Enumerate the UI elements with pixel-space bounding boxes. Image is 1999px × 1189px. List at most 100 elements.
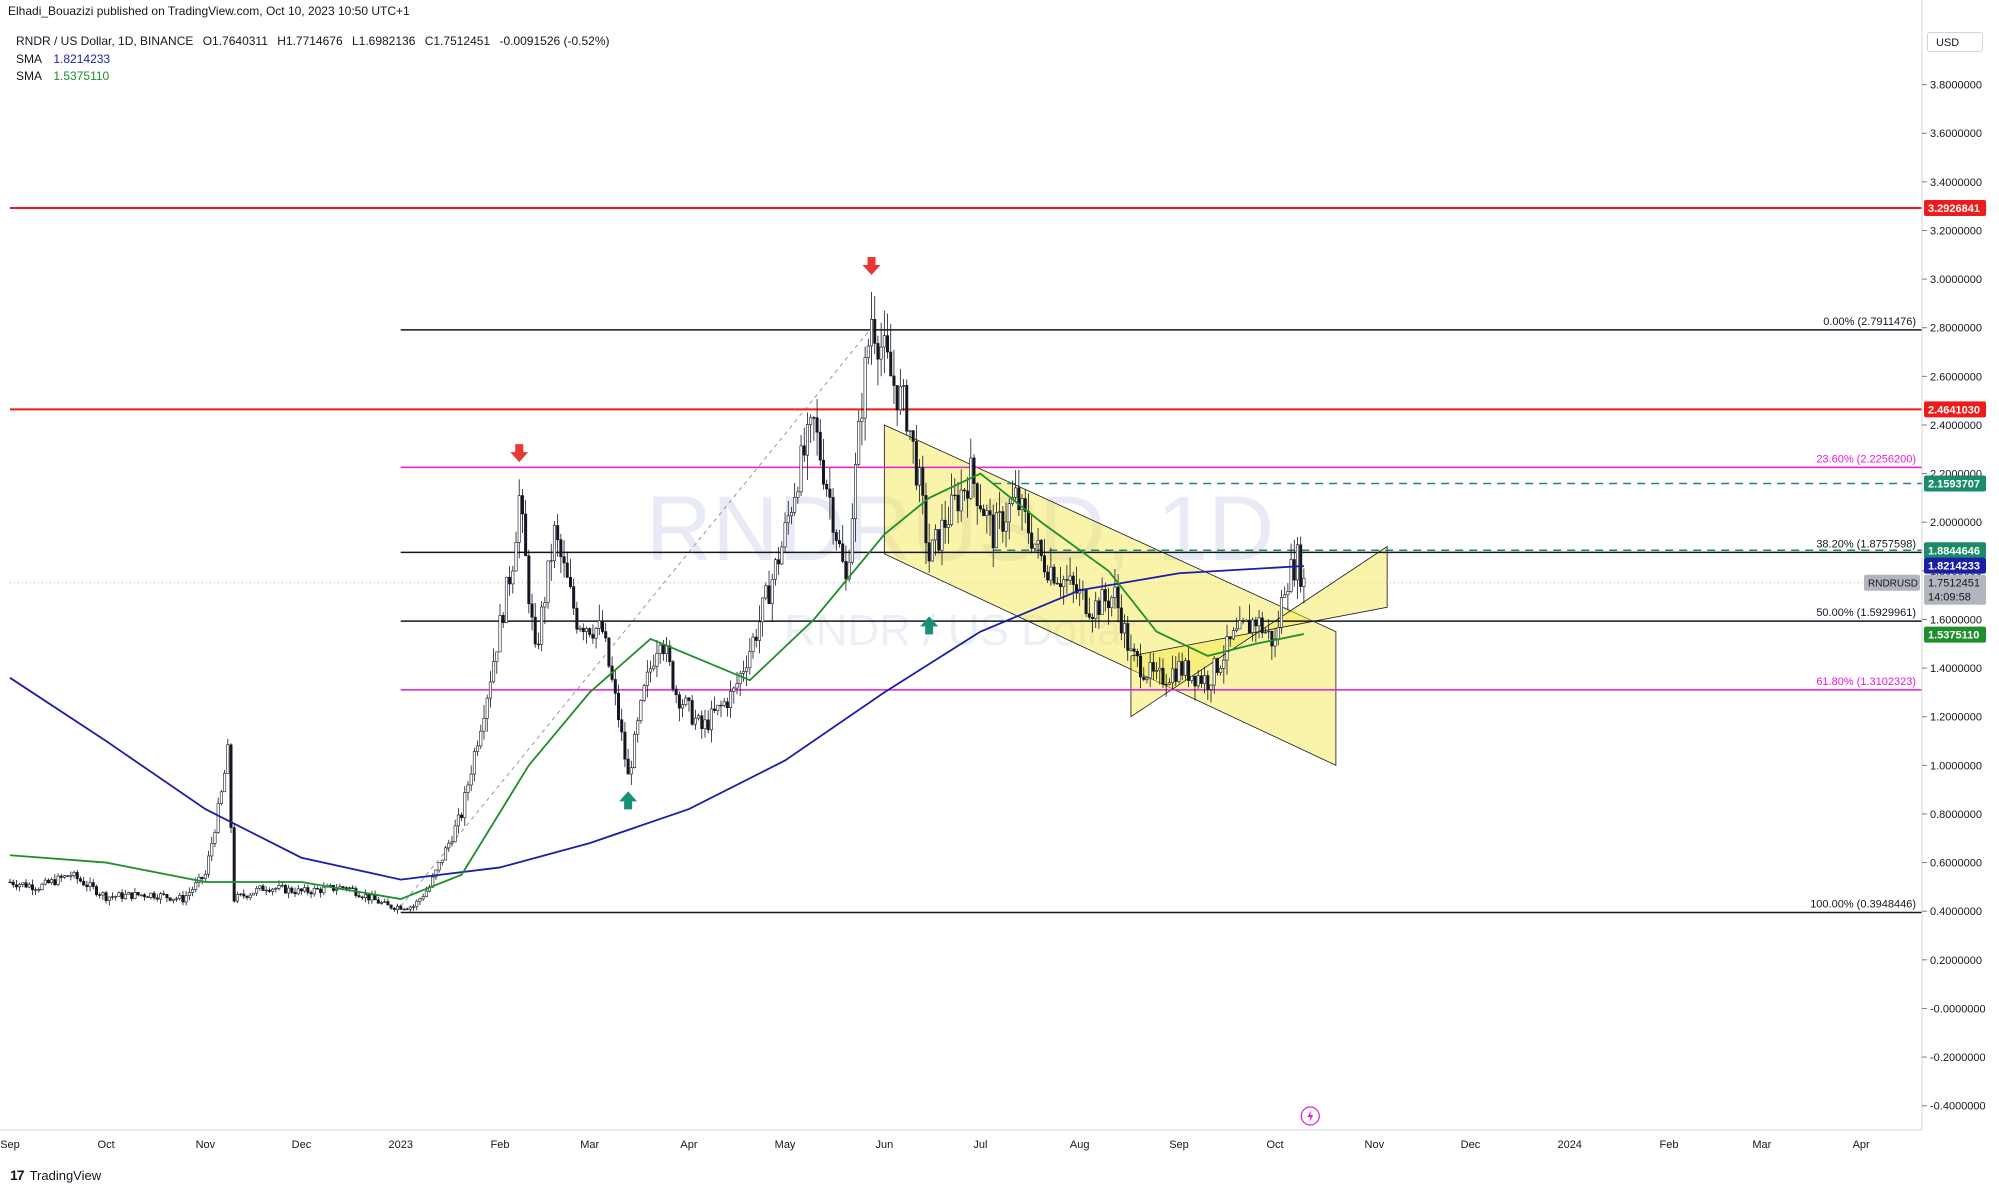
candle-body — [1174, 668, 1178, 682]
candle-body — [14, 884, 18, 888]
candle-body — [668, 645, 672, 662]
candle-body — [770, 579, 774, 605]
candle-body — [1026, 511, 1030, 534]
candle-body — [143, 894, 147, 898]
candle-body — [1190, 675, 1194, 681]
candle-body — [306, 887, 310, 893]
candle-body — [216, 803, 220, 833]
price-channel-2 — [1130, 545, 1388, 718]
candle-body — [962, 489, 966, 492]
candle-body — [1058, 583, 1062, 587]
ohlc-legend: RNDR / US Dollar, 1D, BINANCE O1.7640311… — [16, 34, 616, 48]
sma-legend-fast[interactable]: SMA 1.5375110 — [16, 69, 109, 83]
resistance-price-tag: 2.4641030 — [1928, 404, 1980, 416]
candle-body — [271, 888, 275, 892]
candle-body — [773, 559, 777, 580]
candle-body — [1100, 589, 1104, 615]
candle-body — [421, 896, 425, 900]
sma-legend-slow[interactable]: SMA 1.8214233 — [16, 52, 110, 66]
candle-body — [1071, 575, 1075, 585]
lightning-icon — [1307, 1110, 1314, 1122]
time-tick-label: Feb — [1660, 1139, 1679, 1151]
symbol-title[interactable]: RNDR / US Dollar, 1D, BINANCE — [16, 34, 194, 48]
candle-body — [187, 892, 191, 896]
candle-body — [559, 539, 563, 557]
candle-body — [1292, 559, 1296, 581]
time-tick-label: Sep — [1169, 1139, 1189, 1151]
candle-body — [43, 879, 47, 885]
candle-body — [1164, 683, 1168, 686]
candle-body — [700, 715, 704, 729]
candle-body — [402, 908, 406, 911]
candle-body — [309, 892, 313, 895]
candle-body — [1004, 521, 1008, 532]
candle-body — [572, 586, 576, 609]
candle-body — [389, 904, 393, 909]
candle-body — [1302, 577, 1306, 587]
time-tick-label: Feb — [491, 1139, 510, 1151]
candle-body — [178, 895, 182, 899]
candle-body — [53, 879, 57, 885]
candle-body — [312, 887, 316, 895]
price-channel-1 — [883, 424, 1337, 766]
chart-drawings: 0.00% (2.7911476) 23.60% (2.2256200) 38.20… — [10, 206, 1922, 914]
candle-body — [508, 576, 512, 585]
candle-body — [805, 424, 809, 456]
candle-body — [219, 791, 223, 804]
candle-body — [921, 467, 925, 496]
candle-body — [825, 483, 829, 490]
candle-body — [360, 896, 364, 899]
candle-body — [110, 896, 114, 898]
candle-body — [741, 671, 745, 674]
candle-body — [908, 430, 912, 432]
candle-body — [892, 375, 896, 386]
candle-body — [315, 887, 319, 890]
candle-body — [181, 895, 185, 903]
time-tick-label: Nov — [1365, 1139, 1385, 1151]
candle-body — [274, 887, 278, 890]
candle-body — [841, 543, 845, 562]
candle-body — [213, 832, 217, 844]
currency-selector[interactable]: USD — [1927, 32, 1983, 52]
candle-body — [399, 905, 403, 910]
sma-price-tag: 1.5375110 — [1928, 630, 1979, 642]
candle-body — [30, 884, 34, 891]
candle-body — [1001, 511, 1005, 532]
candle-body — [821, 459, 825, 485]
candle-body — [818, 431, 822, 461]
price-tick-label: 0.6000000 — [1930, 858, 1982, 870]
candle-body — [575, 607, 579, 630]
candle-body — [139, 894, 143, 896]
candle-body — [463, 792, 467, 819]
candle-body — [831, 497, 835, 533]
candle-body — [155, 897, 159, 900]
candle-body — [488, 681, 492, 699]
candle-body — [546, 560, 550, 603]
candle-body — [18, 884, 22, 888]
candle-body — [709, 708, 713, 731]
last-price-tag-bg — [1924, 574, 1986, 605]
candle-body — [85, 884, 89, 888]
candle-body — [745, 667, 749, 672]
candle-body — [850, 518, 854, 563]
candle-body — [1113, 586, 1117, 598]
candle-body — [1033, 543, 1037, 549]
fib-level-label: 0.00% (2.7911476) — [1823, 316, 1916, 328]
candle-body — [469, 773, 473, 786]
price-tick-label: 3.4000000 — [1930, 177, 1982, 189]
candle-body — [396, 905, 400, 910]
candle-body — [649, 668, 653, 673]
candle-body — [588, 628, 592, 635]
time-tick-label: 2023 — [388, 1139, 412, 1151]
time-tick-label: Apr — [1853, 1139, 1870, 1151]
arrow-up-icon — [920, 616, 939, 635]
target-price-tag: 1.8844646 — [1928, 545, 1980, 557]
candle-body — [1142, 676, 1146, 680]
candle-body — [1068, 575, 1072, 581]
candle-body — [91, 882, 95, 887]
candle-body — [492, 661, 496, 683]
candle-body — [1183, 660, 1187, 676]
candle-body — [245, 895, 249, 898]
candle-body — [613, 679, 617, 694]
